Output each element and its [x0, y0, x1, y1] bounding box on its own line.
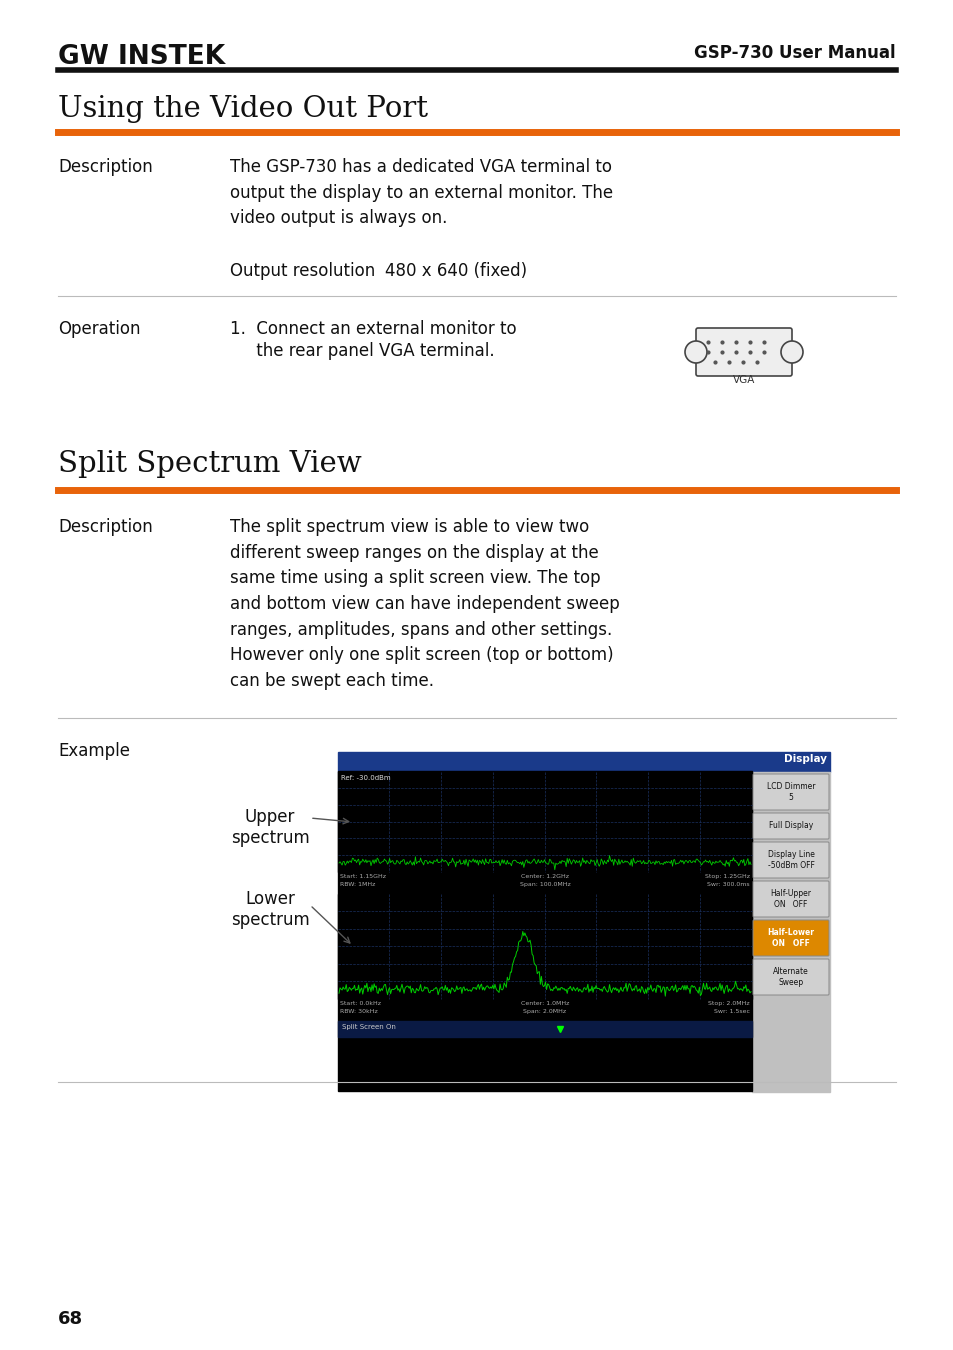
Text: Output resolution: Output resolution	[230, 262, 375, 279]
Text: Span: 100.0MHz: Span: 100.0MHz	[519, 882, 570, 887]
Text: Full Display: Full Display	[768, 822, 812, 830]
Text: Display: Display	[783, 755, 826, 764]
Text: 480 x 640 (fixed): 480 x 640 (fixed)	[385, 262, 527, 279]
Text: Display Line
-50dBm OFF: Display Line -50dBm OFF	[767, 850, 814, 869]
Text: RBW: 30kHz: RBW: 30kHz	[339, 1008, 377, 1014]
Text: Center: 1.2GHz: Center: 1.2GHz	[520, 873, 568, 879]
Text: Upper
spectrum: Upper spectrum	[231, 809, 309, 846]
Text: Split Spectrum View: Split Spectrum View	[58, 450, 361, 478]
Text: RBW: 1MHz: RBW: 1MHz	[339, 882, 375, 887]
Text: Description: Description	[58, 158, 152, 176]
Bar	[337, 752, 829, 772]
Text: GW INSTEK: GW INSTEK	[58, 45, 225, 70]
FancyBboxPatch shape	[752, 774, 828, 810]
Text: The GSP-730 has a dedicated VGA terminal to
output the display to an external mo: The GSP-730 has a dedicated VGA terminal…	[230, 158, 613, 227]
Text: 1.  Connect an external monitor to: 1. Connect an external monitor to	[230, 320, 517, 338]
FancyBboxPatch shape	[752, 919, 828, 956]
Text: Span: 2.0MHz: Span: 2.0MHz	[523, 1008, 566, 1014]
Bar	[337, 772, 751, 872]
Text: Half-Lower
ON   OFF: Half-Lower ON OFF	[767, 927, 814, 948]
FancyBboxPatch shape	[752, 813, 828, 838]
Bar	[337, 771, 751, 1091]
Text: LCD Dimmer
5: LCD Dimmer 5	[766, 782, 815, 802]
Text: Swr: 1.5sec: Swr: 1.5sec	[713, 1008, 749, 1014]
Text: GSP-730 User Manual: GSP-730 User Manual	[694, 45, 895, 62]
Text: Start: 1.15GHz: Start: 1.15GHz	[339, 873, 386, 879]
Text: Start: 0.0kHz: Start: 0.0kHz	[339, 1000, 380, 1006]
Text: the rear panel VGA terminal.: the rear panel VGA terminal.	[230, 342, 494, 360]
Text: Example: Example	[58, 743, 130, 760]
Text: 68: 68	[58, 1310, 83, 1328]
Text: Using the Video Out Port: Using the Video Out Port	[58, 95, 428, 123]
Text: Half-Upper
ON   OFF: Half-Upper ON OFF	[770, 888, 811, 909]
Bar	[337, 1021, 751, 1037]
Text: VGA: VGA	[732, 375, 755, 385]
FancyBboxPatch shape	[696, 328, 791, 377]
FancyBboxPatch shape	[752, 842, 828, 878]
Bar	[337, 894, 751, 999]
Text: Swr: 300.0ms: Swr: 300.0ms	[706, 882, 749, 887]
Text: The split spectrum view is able to view two
different sweep ranges on the displa: The split spectrum view is able to view …	[230, 518, 619, 690]
Text: Lower
spectrum: Lower spectrum	[231, 890, 309, 929]
Text: Description: Description	[58, 518, 152, 536]
Circle shape	[684, 342, 706, 363]
Text: Center: 1.0MHz: Center: 1.0MHz	[520, 1000, 569, 1006]
Text: Ref: -30.0dBm: Ref: -30.0dBm	[340, 775, 390, 782]
Text: Stop: 2.0MHz: Stop: 2.0MHz	[708, 1000, 749, 1006]
Text: Stop: 1.25GHz: Stop: 1.25GHz	[704, 873, 749, 879]
FancyBboxPatch shape	[752, 882, 828, 917]
FancyBboxPatch shape	[752, 958, 828, 995]
Text: Alternate
Sweep: Alternate Sweep	[772, 967, 808, 987]
Bar	[751, 772, 829, 1092]
Text: Operation: Operation	[58, 320, 140, 338]
Text: Split Screen On: Split Screen On	[341, 1025, 395, 1030]
Circle shape	[781, 342, 802, 363]
